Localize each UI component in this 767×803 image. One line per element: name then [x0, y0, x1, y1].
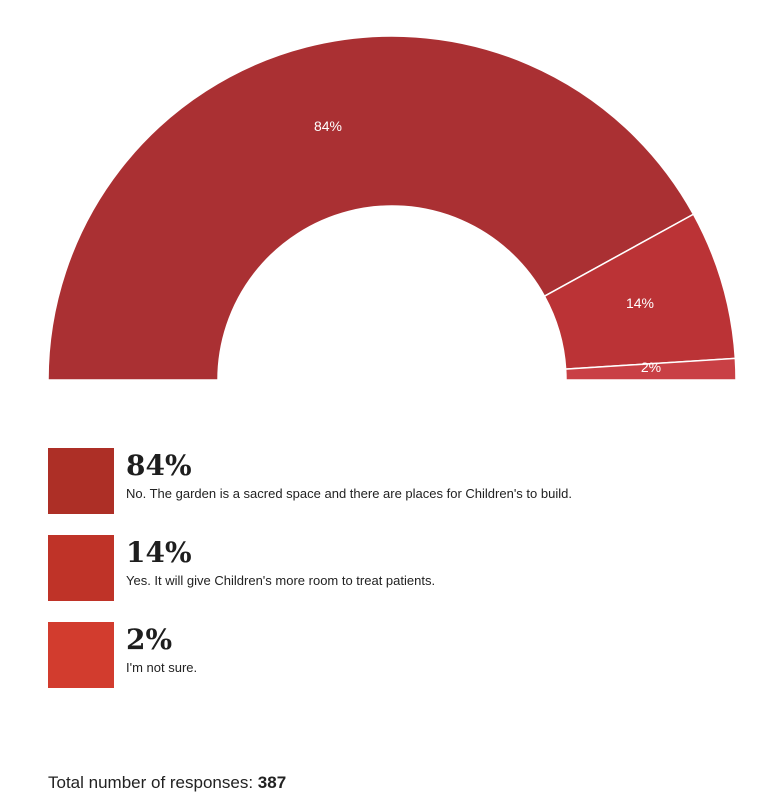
slice-not-sure [564, 357, 737, 381]
legend-percent: 14% [126, 536, 192, 569]
slice-value-label: 14% [626, 295, 654, 311]
slice-value-label: 84% [314, 118, 342, 134]
legend-swatch [48, 535, 114, 601]
total-responses: Total number of responses: 387 [48, 773, 286, 793]
legend-label: No. The garden is a sacred space and the… [126, 486, 572, 501]
legend-label: Yes. It will give Children's more room t… [126, 573, 436, 588]
total-value: 387 [257, 773, 287, 792]
semi-donut-chart: 84% 14% 2% [47, 35, 737, 381]
legend-swatch [48, 622, 114, 688]
legend-percent: 84% [126, 449, 192, 482]
slice-no [47, 35, 695, 381]
slice-value-label: 2% [641, 359, 661, 375]
total-label: Total number of responses: [48, 773, 254, 792]
legend-label: I'm not sure. [126, 660, 198, 675]
legend-swatch [48, 448, 114, 514]
legend-percent: 2% [126, 623, 173, 656]
